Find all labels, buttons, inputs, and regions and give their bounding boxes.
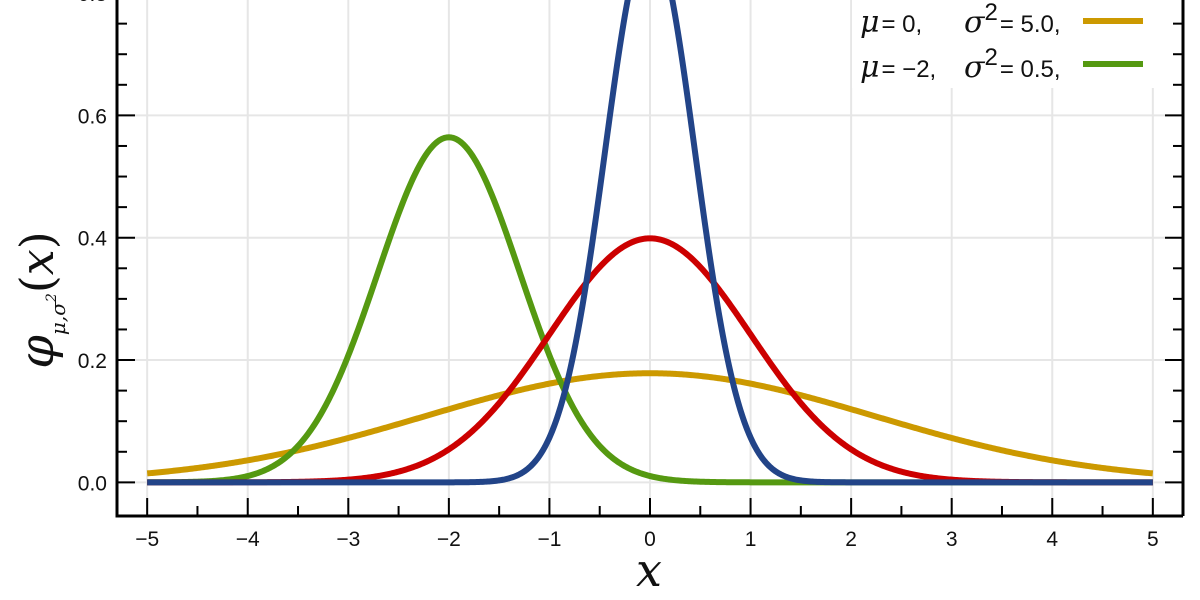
y-axis-title-subscript-sigma: σ	[46, 301, 70, 316]
legend-sigma-sup: 2	[984, 0, 997, 26]
legend-entry-mu-minus2: μ= −2, σ2= 0.5,	[860, 44, 1143, 85]
x-tick-label: 1	[745, 528, 757, 551]
series-layer	[145, 0, 1155, 486]
legend-background	[852, 0, 1166, 88]
svg-text:φμ,σ2(x): φμ,σ2(x)	[9, 231, 70, 368]
y-axis-title: φμ,σ2(x)	[9, 231, 70, 368]
x-tick-label: 0	[644, 528, 656, 551]
legend-sigma-value: = 0.5,	[1000, 56, 1061, 83]
y-axis-title-symbol: φ	[9, 335, 65, 369]
x-tick-label: −2	[437, 528, 461, 551]
y-axis-title-paren-close: )	[10, 231, 64, 249]
x-tick-label: 4	[1046, 528, 1058, 551]
y-axis-title-subscript-sup: 2	[44, 293, 60, 303]
x-axis-title: x	[636, 543, 662, 597]
x-tick-label: −5	[135, 528, 159, 551]
series-line-0	[145, 0, 1155, 486]
svg-text:μ= −2,: μ= −2,	[860, 50, 936, 85]
y-tick-label: 0.6	[78, 105, 107, 128]
x-tick-label: 5	[1147, 528, 1159, 551]
legend-mu-symbol: μ	[860, 50, 880, 85]
ticks	[117, 22, 1183, 516]
legend-sigma-sup: 2	[984, 44, 997, 71]
svg-text:σ2= 0.5,: σ2= 0.5,	[964, 44, 1061, 85]
legend-mu-value: = −2,	[882, 56, 937, 83]
x-tick-label: −4	[236, 528, 260, 551]
legend-entry-sigma2-5: μ= 0, σ2= 5.0,	[860, 0, 1143, 40]
x-tick-label: −1	[537, 528, 561, 551]
legend-sigma-symbol: σ	[964, 50, 986, 85]
x-tick-label: 3	[946, 528, 958, 551]
x-tick-label: −3	[336, 528, 360, 551]
y-tick-label: 0.0	[78, 472, 107, 495]
legend-mu-value: = 0,	[882, 11, 923, 38]
y-tick-label: 0.2	[78, 350, 107, 373]
y-axis-title-subscript-mu: μ,	[46, 316, 70, 335]
legend-sigma-symbol: σ	[964, 5, 986, 40]
y-tick-label: 0.8	[78, 0, 107, 6]
y-axis-title-var: x	[10, 249, 64, 275]
y-axis-title-paren-open: (	[10, 275, 64, 293]
legend: μ= 0, σ2= 5.0, μ= −2, σ2= 0.5,	[852, 0, 1166, 88]
y-tick-label: 0.4	[78, 228, 108, 251]
legend-sigma-value: = 5.0,	[1000, 11, 1061, 38]
series-line-2	[145, 370, 1155, 477]
x-tick-label: 2	[845, 528, 857, 551]
svg-text:μ= 0,: μ= 0,	[860, 5, 922, 40]
legend-mu-symbol: μ	[860, 5, 880, 40]
tick-labels: −5 −4 −3 −2 −1 0 1 2 3 4 5 0.0 0.2 0.4 0.6 0.8	[78, 0, 1159, 551]
svg-text:σ2= 5.0,: σ2= 5.0,	[964, 0, 1061, 40]
